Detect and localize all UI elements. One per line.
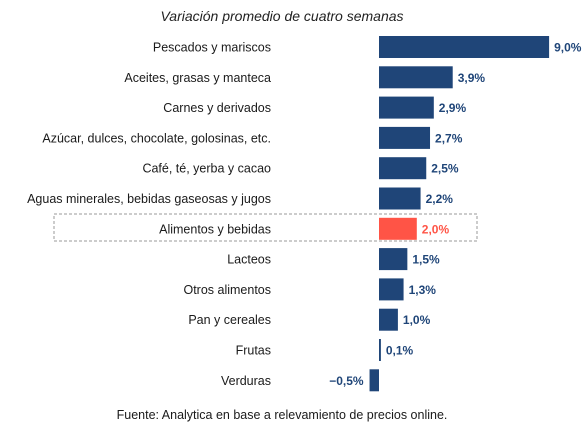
category-label: Pan y cereales: [188, 313, 271, 327]
category-label: Aceites, grasas y manteca: [124, 71, 271, 85]
value-label: 2,5%: [431, 162, 459, 176]
value-label: 9,0%: [554, 41, 582, 55]
value-label: 2,7%: [435, 131, 463, 145]
bar: [379, 217, 417, 240]
bar: [379, 248, 408, 271]
bar: [379, 66, 453, 89]
category-label: Alimentos y bebidas: [159, 222, 271, 236]
source-note: Fuente: Analytica en base a relevamiento…: [117, 408, 448, 422]
category-label: Azúcar, dulces, chocolate, golosinas, et…: [42, 131, 271, 145]
bar: [379, 278, 404, 301]
value-labels: 9,0% 3,9% 2,9% 2,7% 2,5% 2,2% 2,0% 1,5% 1,3% 1,0%…: [329, 41, 582, 388]
value-label: 1,0%: [403, 313, 431, 327]
bar: [369, 369, 379, 392]
highlight-box: [53, 213, 478, 242]
value-label: −0,5%: [329, 374, 364, 388]
value-label: 1,5%: [412, 253, 440, 267]
bars: [369, 36, 550, 392]
category-label: Otros alimentos: [183, 283, 271, 297]
bar: [379, 339, 381, 361]
bar: [379, 308, 398, 331]
value-label: 0,1%: [386, 344, 414, 358]
category-label: Frutas: [236, 344, 271, 358]
value-label: 2,2%: [426, 192, 454, 206]
value-label: 2,0%: [422, 222, 450, 236]
category-label: Café, té, yerba y cacao: [142, 162, 271, 176]
value-label: 1,3%: [409, 283, 437, 297]
bar: [379, 157, 427, 180]
chart-title: Variación promedio de cuatro semanas: [160, 8, 403, 24]
category-label: Aguas minerales, bebidas gaseosas y jugo…: [27, 192, 271, 206]
bar: [379, 36, 550, 58]
category-labels: Pescados y mariscos Aceites, grasas y man…: [27, 41, 271, 388]
category-label: Lacteos: [227, 253, 271, 267]
category-label: Carnes y derivados: [163, 101, 271, 115]
bar: [379, 187, 421, 210]
category-label: Pescados y mariscos: [153, 41, 271, 55]
category-label: Verduras: [221, 374, 271, 388]
value-label: 3,9%: [458, 71, 486, 85]
bar: [379, 126, 431, 149]
bar: [379, 96, 434, 119]
value-label: 2,9%: [439, 101, 467, 115]
